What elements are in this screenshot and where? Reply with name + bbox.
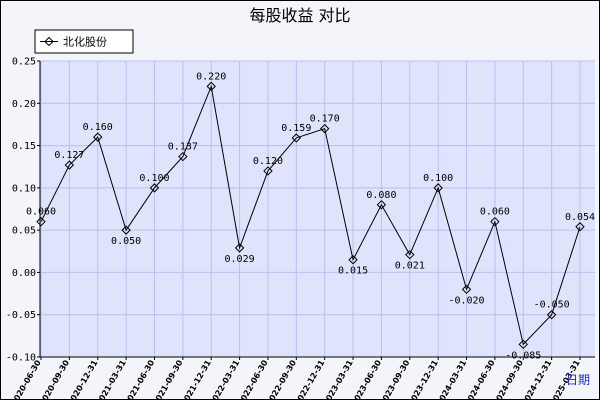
data-label: 0.127 — [54, 150, 84, 161]
x-tick-label: 2024-12-31 — [520, 358, 554, 400]
y-tick-label: 0.20 — [12, 99, 36, 110]
y-tick-label: -0.05 — [6, 310, 36, 321]
data-point — [263, 166, 273, 176]
y-tick-label: 0.05 — [12, 226, 36, 237]
data-point — [461, 284, 472, 295]
x-tick-label: 2020-09-30 — [38, 358, 72, 400]
data-label: 0.029 — [225, 254, 255, 265]
x-tick-label: 2024-03-31 — [435, 358, 469, 400]
data-label: 0.060 — [26, 207, 56, 218]
x-tick-label: 2021-03-31 — [94, 358, 128, 400]
data-point — [206, 81, 216, 92]
data-label: 0.220 — [196, 71, 226, 82]
data-label: -0.085 — [505, 350, 541, 361]
y-tick-label: 0.00 — [12, 268, 36, 279]
data-point — [93, 132, 103, 142]
x-tick-label: 2023-03-31 — [321, 358, 355, 400]
x-tick-label: 2022-06-30 — [236, 358, 270, 400]
data-label: 0.054 — [565, 212, 595, 223]
data-label: 0.080 — [366, 190, 396, 201]
data-label: 0.015 — [338, 266, 368, 277]
grid — [40, 60, 595, 358]
plot-area — [40, 61, 595, 357]
data-point — [546, 310, 557, 320]
data-point — [234, 243, 245, 253]
data-label: 0.137 — [168, 142, 198, 153]
x-tick-label: 2024-09-30 — [492, 358, 526, 400]
data-point — [319, 123, 330, 134]
data-point — [291, 133, 302, 143]
data-label: 0.060 — [480, 207, 510, 218]
x-tick-label: 2021-06-30 — [123, 358, 157, 400]
data-label: 0.100 — [139, 173, 169, 184]
data-point — [376, 200, 387, 210]
x-axis-title: 日期 — [566, 373, 590, 387]
data-point — [121, 225, 131, 235]
x-tick-label: 2022-12-31 — [293, 358, 327, 400]
data-point — [490, 216, 500, 227]
x-tick-label: 2022-09-30 — [265, 358, 299, 400]
data-label: 0.160 — [83, 122, 113, 133]
x-tick-label: 2023-12-31 — [407, 358, 441, 400]
series-layer: 0.060 0.127 0.160 0.050 0.100 0.137 0.220 0.029… — [26, 71, 595, 361]
data-label: 0.050 — [111, 236, 141, 247]
data-point — [405, 249, 415, 260]
data-point — [348, 255, 358, 265]
data-label: 0.120 — [253, 156, 283, 167]
data-label: 0.170 — [310, 114, 340, 125]
legend-label: 北化股份 — [63, 35, 107, 49]
data-label: -0.020 — [448, 295, 484, 306]
x-tick-label: 2024-06-30 — [463, 358, 497, 400]
data-point — [178, 151, 188, 162]
chart-title: 每股收益 对比 — [249, 6, 350, 25]
legend: 北化股份 — [34, 29, 134, 54]
series-line — [40, 84, 581, 346]
data-point — [518, 339, 528, 350]
y-tick-label: 0.15 — [12, 141, 36, 152]
x-tick-label: 2020-06-30 — [9, 358, 43, 400]
data-label: 0.100 — [423, 173, 453, 184]
x-tick-label: 2021-12-31 — [180, 358, 214, 400]
data-point — [64, 160, 75, 170]
y-tick-label: 0.10 — [12, 183, 36, 194]
legend-box — [34, 29, 134, 54]
x-tick-label: 2023-09-30 — [378, 358, 412, 400]
data-label: 0.159 — [281, 123, 311, 134]
x-tick-label: 2023-06-30 — [350, 358, 384, 400]
x-tick-label: 2022-03-31 — [208, 358, 242, 400]
data-point — [433, 183, 443, 193]
data-point — [36, 216, 46, 227]
data-point — [149, 183, 160, 193]
x-tick-label: 2020-12-31 — [66, 358, 100, 400]
y-tick-label: 0.25 — [12, 57, 36, 68]
y-tick-label: -0.10 — [6, 353, 36, 364]
data-label: 0.021 — [395, 261, 425, 272]
legend-marker — [44, 36, 54, 47]
data-label: -0.050 — [534, 300, 570, 311]
data-point — [575, 222, 585, 232]
x-tick-label: 2021-09-30 — [151, 358, 185, 400]
